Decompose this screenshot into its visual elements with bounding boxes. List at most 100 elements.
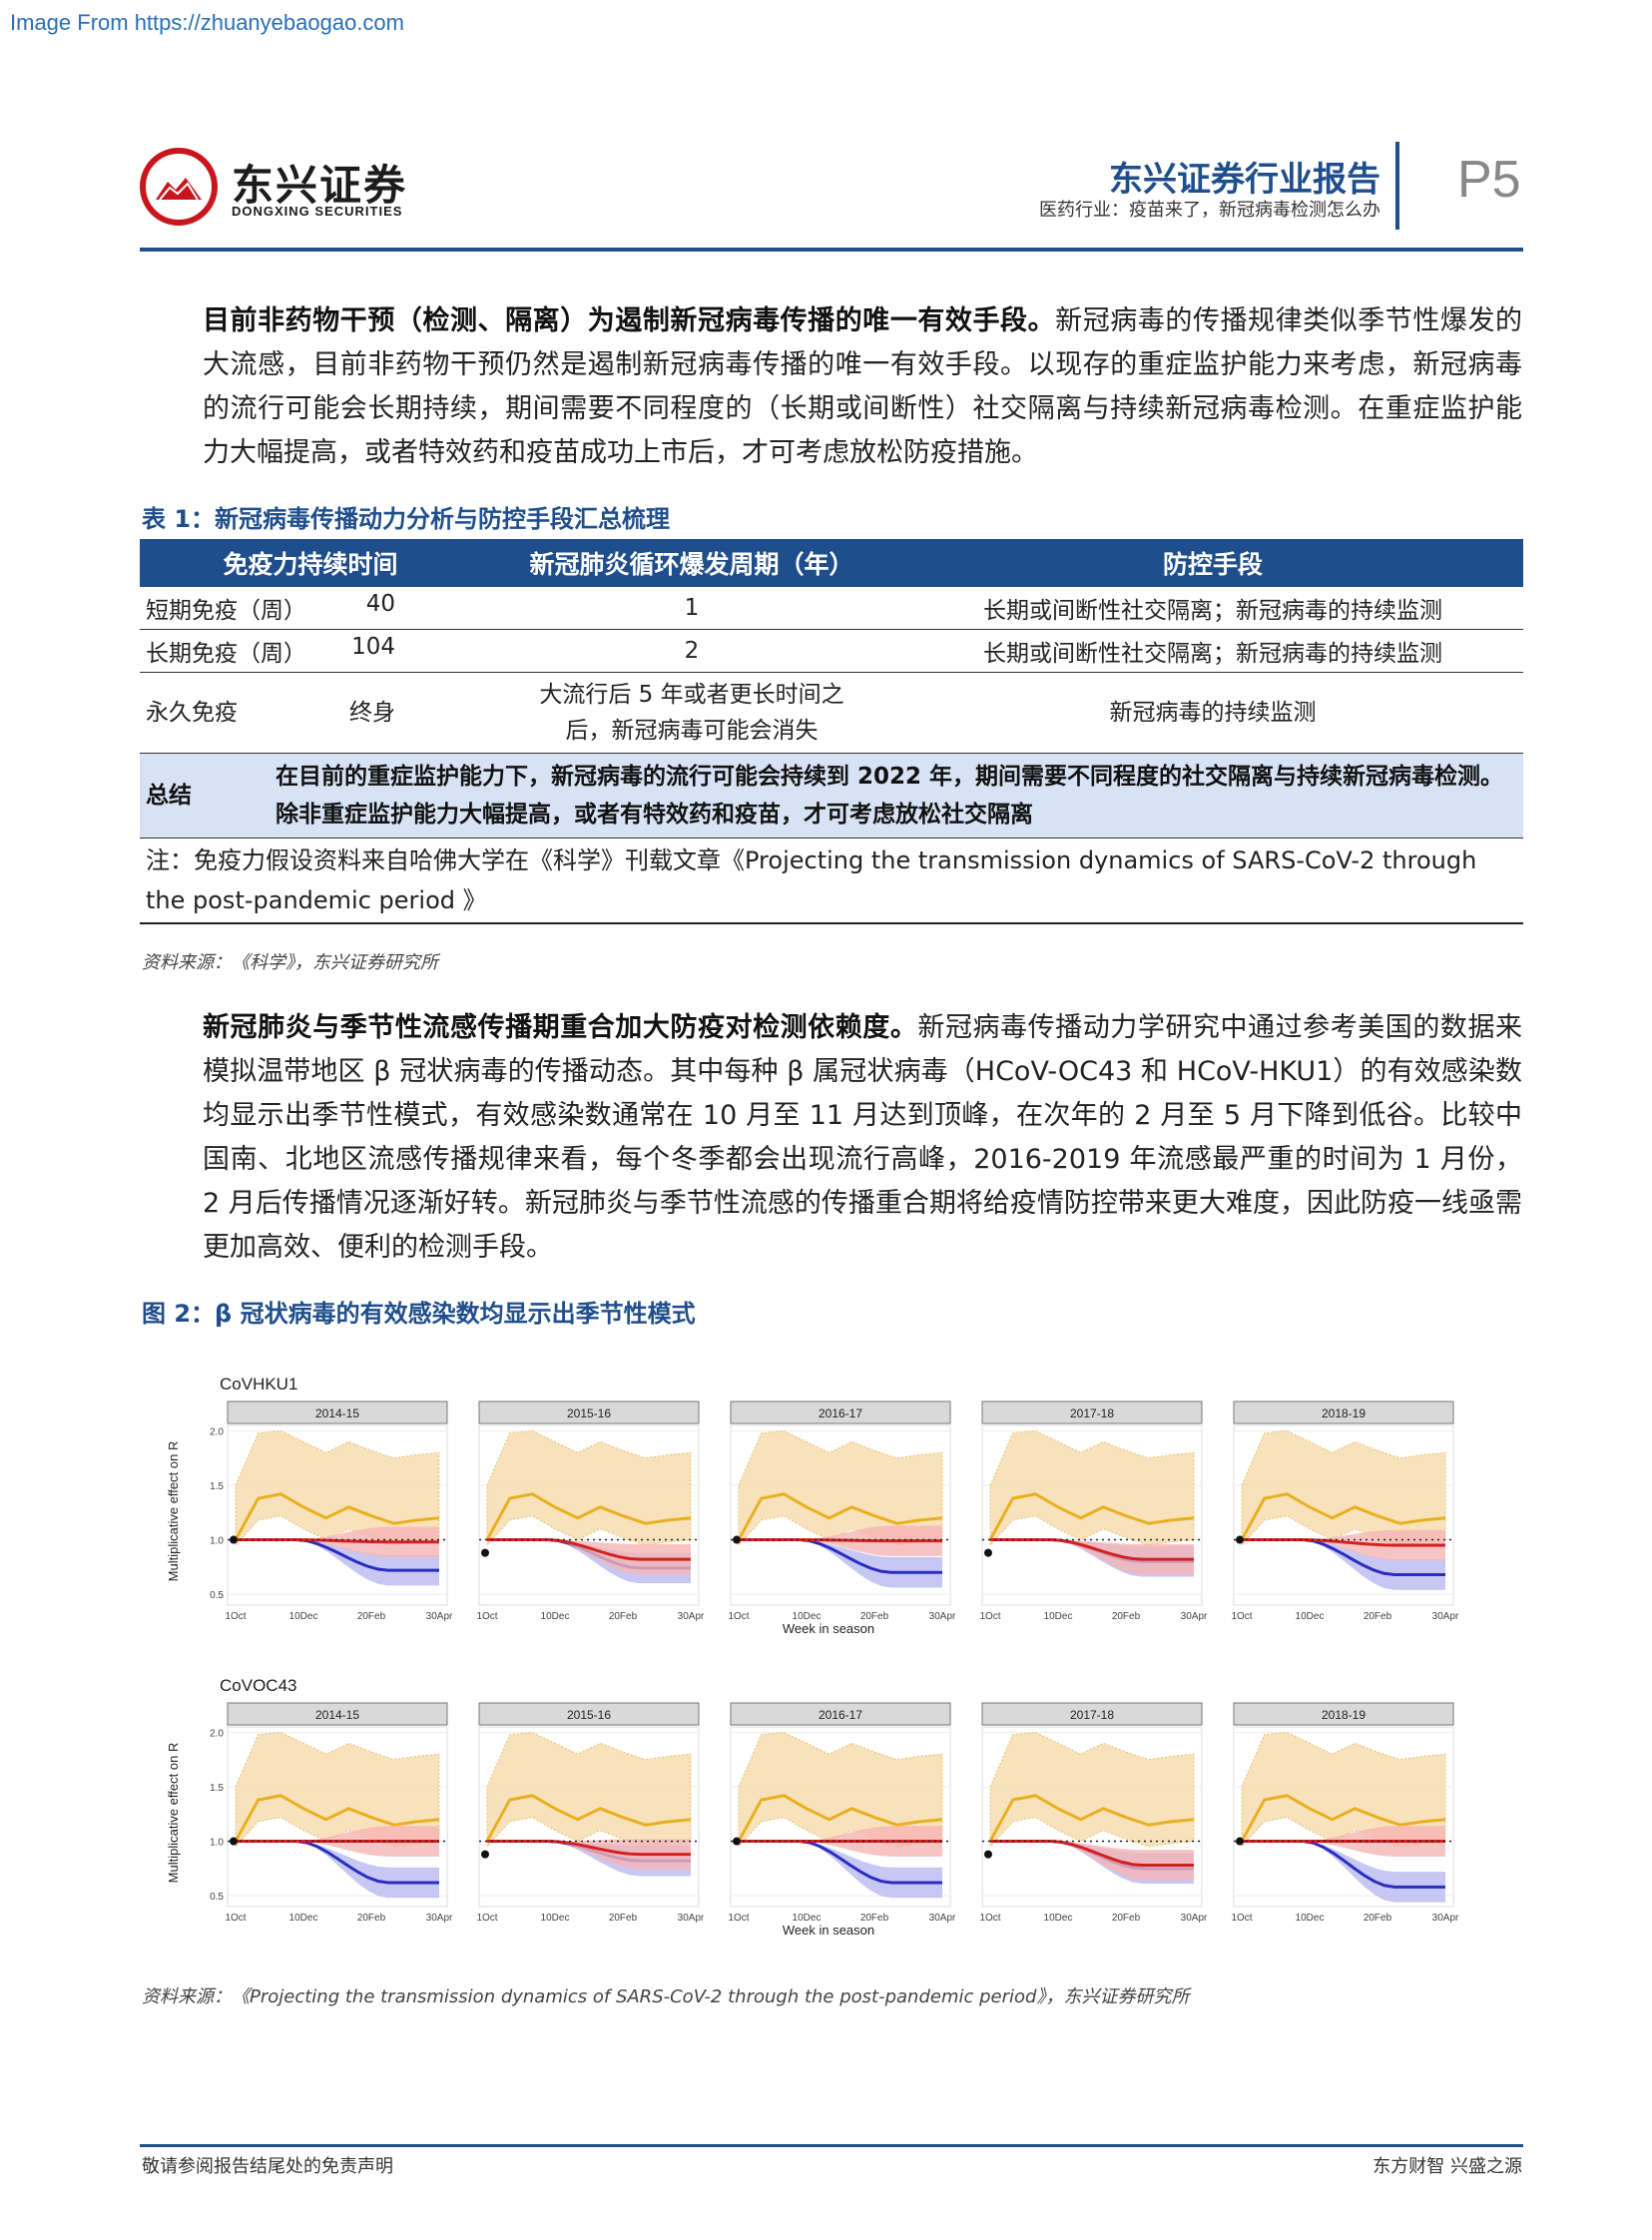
yellow-line [737,1492,943,1541]
x-tick-label: 1Oct [728,1611,749,1622]
x-tick-label: 30Apr [929,1611,956,1622]
panel-strip [478,1400,700,1424]
blue-band [236,1539,439,1586]
immunity-type: 长期免疫（周） [146,641,306,667]
blue-band [739,1539,942,1588]
x-tick-label: 1Oct [979,1611,1000,1622]
start-point [733,1837,741,1846]
table-row: 短期免疫（周） 40 1 长期或间断性社交隔离；新冠病毒的持续监测 [140,587,1523,630]
immunity-type: 短期免疫（周） [146,598,306,624]
panel-title: 2017-18 [1070,1406,1114,1420]
x-tick-label: 30Apr [678,1611,705,1622]
footer-rule [140,2144,1523,2147]
panel-strip [1233,1702,1454,1726]
immunity-duration: 40 [365,591,395,617]
y-axis-label: Multiplicative effect on R [166,1743,181,1884]
immunity-duration: 终身 [349,700,395,726]
paragraph-1: 目前非药物干预（检测、隔离）为遏制新冠病毒传播的唯一有效手段。新冠病毒的传播规律… [203,299,1522,475]
paragraph-2-lead: 新冠肺炎与季节性流感传播期重合加大防疫对检测依赖度。 [203,1012,918,1043]
paragraph-2-body: 新冠病毒传播动力学研究中通过参考美国的数据来模拟温带地区 β 冠状病毒的传播动态… [203,1012,1523,1263]
footer-slogan: 东方财智 兴盛之源 [1373,2156,1522,2177]
report-subtitle: 医药行业：疫苗来了，新冠病毒检测怎么办 [1039,200,1380,221]
x-tick-label: 20Feb [1364,1611,1392,1622]
panel-title: 2015-16 [567,1406,611,1420]
yellow-line [1240,1492,1446,1541]
start-point [481,1548,489,1557]
figure-2-caption: 图 2：β 冠状病毒的有效感染数均显示出季节性模式 [142,1300,696,1328]
group-title: CoVOC43 [220,1676,296,1695]
panel-title: 2018-19 [1322,1406,1366,1420]
red-band [1242,1529,1445,1561]
table-header: 防控手段 [902,539,1523,587]
yellow-line [234,1492,440,1541]
panel-title: 2015-16 [567,1708,611,1722]
panel-strip [730,1400,951,1424]
table-1-caption: 表 1：新冠病毒传播动力分析与防控手段汇总梳理 [142,505,671,533]
blue-band [1242,1539,1445,1590]
table-header: 免疫力持续时间 [140,539,481,587]
x-tick-label: 1Oct [979,1913,1000,1924]
logo-name-en: DONGXING SECURITIES [232,204,403,219]
x-tick-label: 20Feb [860,1913,889,1924]
measure-cell: 长期或间断性社交隔离；新冠病毒的持续监测 [902,629,1523,673]
table-header: 新冠肺炎循环爆发周期（年） [481,539,902,587]
panel-strip [478,1702,700,1726]
x-tick-label: 10Dec [289,1611,318,1622]
x-tick-label: 1Oct [476,1611,497,1622]
y-tick-label: 1.0 [210,1838,224,1849]
x-tick-label: 1Oct [476,1913,497,1924]
x-tick-label: 10Dec [541,1913,570,1924]
logo-emblem [140,148,218,226]
summary-cell: 总结 在目前的重症监护能力下，新冠病毒的流行可能会持续到 2022 年，期间需要… [140,753,1523,839]
y-tick-label: 2.0 [210,1426,224,1437]
yellow-line [485,1492,692,1541]
start-point [984,1548,992,1557]
x-tick-label: 20Feb [860,1611,889,1622]
y-tick-label: 2.0 [210,1728,224,1739]
panel-strip [730,1702,951,1726]
summary-label: 总结 [146,783,192,809]
panel-title: 2016-17 [819,1406,862,1420]
y-tick-label: 1.5 [210,1783,224,1794]
x-tick-label: 1Oct [225,1913,246,1924]
yellow-line [234,1794,440,1843]
x-axis-label: Week in season [783,1621,874,1636]
table-cell: 永久免疫 终身 [140,672,481,754]
x-tick-label: 10Dec [1296,1611,1325,1622]
y-tick-label: 0.5 [210,1892,224,1903]
x-tick-label: 10Dec [541,1611,570,1622]
x-tick-label: 30Apr [1432,1611,1459,1622]
start-point [1236,1837,1244,1846]
immunity-type: 永久免疫 [146,700,238,726]
panel-strip [227,1400,448,1424]
x-tick-label: 30Apr [426,1611,453,1622]
panel-title: 2014-15 [315,1406,359,1420]
table-header-row: 免疫力持续时间 新冠肺炎循环爆发周期（年） 防控手段 [140,539,1523,587]
x-tick-label: 30Apr [1432,1913,1459,1924]
x-tick-label: 30Apr [1181,1913,1208,1924]
header-rule [140,248,1523,252]
x-tick-label: 10Dec [289,1913,318,1924]
x-tick-label: 1Oct [1231,1611,1252,1622]
yellow-line [1240,1794,1446,1843]
x-tick-label: 20Feb [357,1913,386,1924]
yellow-line [988,1794,1195,1843]
x-tick-label: 30Apr [929,1913,956,1924]
x-tick-label: 1Oct [225,1611,246,1622]
footer-disclaimer: 敬请参阅报告结尾处的免责声明 [142,2156,393,2177]
panel-title: 2017-18 [1070,1708,1114,1722]
measure-cell: 长期或间断性社交隔离；新冠病毒的持续监测 [902,587,1523,630]
red-band [487,1839,691,1870]
page-number: P5 [1457,151,1521,209]
start-point [1236,1535,1244,1544]
cycle-cell: 大流行后 5 年或者更长时间之后，新冠病毒可能会消失 [481,672,902,754]
x-tick-label: 30Apr [1181,1611,1208,1622]
x-tick-label: 20Feb [1364,1913,1392,1924]
figure-2-source: 资料来源：《Projecting the transmission dynami… [142,1986,1190,2007]
x-tick-label: 20Feb [1112,1913,1141,1924]
table-1: 免疫力持续时间 新冠肺炎循环爆发周期（年） 防控手段 短期免疫（周） 40 1 长… [140,539,1523,924]
x-axis-label: Week in season [783,1923,874,1938]
table-summary-row: 总结 在目前的重症监护能力下，新冠病毒的流行可能会持续到 2022 年，期间需要… [140,753,1523,839]
paragraph-2: 新冠肺炎与季节性流感传播期重合加大防疫对检测依赖度。新冠病毒传播动力学研究中通过… [203,1006,1522,1270]
immunity-duration: 104 [351,634,395,660]
